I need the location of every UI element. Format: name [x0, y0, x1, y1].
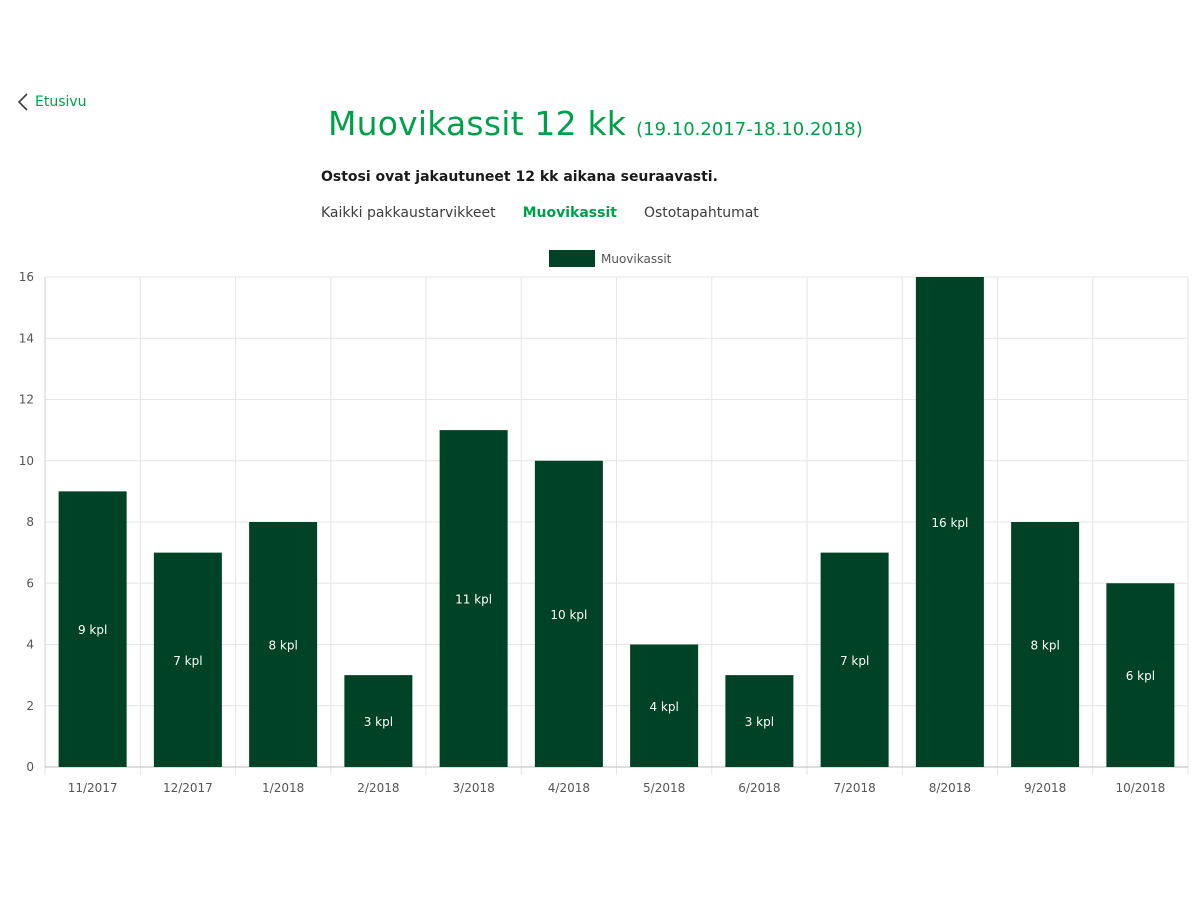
bar [915, 277, 984, 767]
bar [1011, 522, 1080, 767]
tab-all-packaging[interactable]: Kaikki pakkaustarvikkeet [321, 205, 496, 221]
bar-value-label: 10 kpl [550, 608, 587, 622]
bar [153, 552, 222, 767]
bar-value-label: 4 kpl [649, 700, 678, 714]
page-title: Muovikassit 12 kk [328, 104, 627, 143]
bar [249, 522, 318, 767]
tab-purchases[interactable]: Ostotapahtumat [643, 205, 759, 221]
date-range: (19.10.2017-18.10.2018) [636, 119, 863, 140]
x-tick-label: 2/2018 [357, 781, 399, 795]
bar-value-label: 9 kpl [78, 623, 107, 637]
bar-value-label: 7 kpl [173, 654, 202, 668]
legend-label: Muovikassit [601, 252, 672, 266]
y-tick-label: 8 [26, 515, 34, 529]
page-subtitle: Ostosi ovat jakautuneet 12 kk aikana seu… [321, 169, 718, 185]
x-tick-label: 3/2018 [453, 781, 495, 795]
page-header: Muovikassit 12 kk (19.10.2017-18.10.2018… [328, 104, 863, 143]
tab-bar: Kaikki pakkaustarvikkeet Muovikassit Ost… [321, 205, 759, 221]
bar-value-label: 8 kpl [1030, 639, 1059, 653]
back-link-label: Etusivu [35, 94, 87, 110]
bar [58, 491, 127, 767]
bar-value-label: 3 kpl [745, 715, 774, 729]
bar-value-label: 11 kpl [455, 593, 492, 607]
y-tick-label: 10 [19, 454, 34, 468]
x-tick-label: 11/2017 [68, 781, 118, 795]
bar-value-label: 8 kpl [268, 639, 297, 653]
chevron-left-icon [17, 93, 28, 111]
y-tick-label: 12 [19, 393, 34, 407]
x-tick-label: 7/2018 [834, 781, 876, 795]
legend-swatch [549, 250, 595, 267]
bar [1106, 583, 1175, 767]
bar [820, 552, 889, 767]
x-tick-label: 9/2018 [1024, 781, 1066, 795]
bar-value-label: 6 kpl [1126, 669, 1155, 683]
bar [725, 675, 794, 767]
bar-value-label: 3 kpl [364, 715, 393, 729]
y-tick-label: 16 [19, 270, 34, 284]
x-tick-label: 6/2018 [738, 781, 780, 795]
tab-plastic-bags[interactable]: Muovikassit [522, 205, 617, 221]
bar-value-label: 16 kpl [931, 516, 968, 530]
y-tick-label: 2 [26, 699, 34, 713]
x-tick-label: 1/2018 [262, 781, 304, 795]
y-tick-label: 4 [26, 638, 34, 652]
bar [439, 430, 508, 767]
bar [344, 675, 413, 767]
x-tick-label: 4/2018 [548, 781, 590, 795]
x-tick-label: 5/2018 [643, 781, 685, 795]
bar [630, 644, 699, 767]
y-tick-label: 6 [26, 576, 34, 590]
bar-chart: Muovikassit 0 2 4 6 8 10 12 14 16 9 kpl 11/2017 7 kp… [19, 250, 1189, 795]
back-link[interactable]: Etusivu [17, 93, 87, 111]
bar-value-label: 7 kpl [840, 654, 869, 668]
x-tick-label: 12/2017 [163, 781, 213, 795]
y-tick-label: 0 [26, 760, 34, 774]
y-tick-label: 14 [19, 331, 34, 345]
x-tick-label: 8/2018 [929, 781, 971, 795]
x-tick-label: 10/2018 [1115, 781, 1165, 795]
bar [534, 460, 603, 767]
